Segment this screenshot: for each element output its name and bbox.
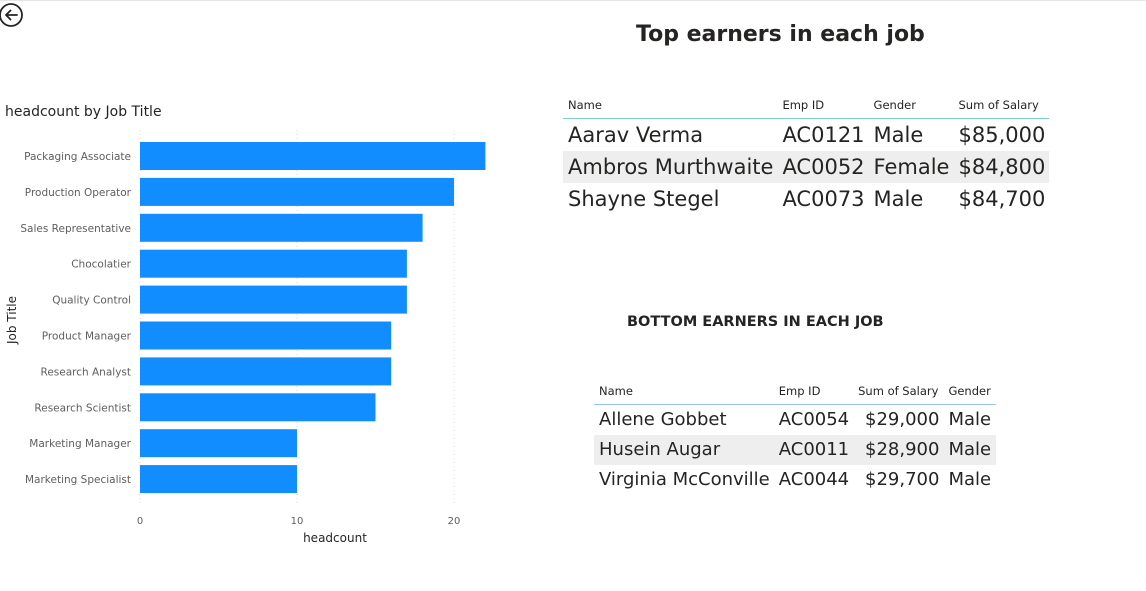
cell-emp-id: AC0054 xyxy=(778,409,850,430)
y-axis-title: Job Title xyxy=(5,296,19,345)
cell-gender: Male xyxy=(948,469,992,490)
cell-name: Shayne Stegel xyxy=(568,187,720,211)
column-header-gender[interactable]: Gender xyxy=(943,384,996,405)
x-tick-label: 0 xyxy=(137,516,143,527)
table-row[interactable]: Shayne Stegel AC0073 Male $84,700 xyxy=(563,183,1049,215)
bar[interactable] xyxy=(140,249,407,278)
bar[interactable] xyxy=(140,321,392,350)
y-tick-label: Sales Representative xyxy=(20,223,131,235)
table-header-row: Name Emp ID Gender Sum of Salary xyxy=(563,98,1050,119)
table-header-row: Name Emp ID Sum of Salary Gender xyxy=(594,384,996,405)
cell-gender: Male xyxy=(873,123,924,147)
y-tick-label: Research Scientist xyxy=(34,402,131,414)
table-row[interactable]: Ambros Murthwaite AC0052 Female $84,800 xyxy=(563,151,1050,183)
column-header-name[interactable]: Name xyxy=(594,384,774,405)
cell-salary: $29,700 xyxy=(865,469,940,490)
cell-gender: Male xyxy=(948,409,992,430)
cell-emp-id: AC0121 xyxy=(782,123,865,147)
table-row[interactable]: Allene Gobbet AC0054 $29,000 Male xyxy=(594,405,996,436)
cell-name: Aarav Verma xyxy=(568,123,704,147)
bar[interactable] xyxy=(140,429,297,458)
cell-emp-id: AC0073 xyxy=(782,187,865,211)
back-button[interactable] xyxy=(0,2,24,28)
bar[interactable] xyxy=(140,213,423,242)
cell-gender: Female xyxy=(868,151,954,183)
bar[interactable] xyxy=(140,393,376,422)
y-tick-label: Production Operator xyxy=(25,187,132,199)
y-tick-label: Marketing Specialist xyxy=(25,474,131,486)
cell-salary: $84,700 xyxy=(958,187,1046,211)
top-border xyxy=(0,0,1146,1)
bottom-earners-table: Name Emp ID Sum of Salary Gender Allene … xyxy=(594,384,996,495)
column-header-name[interactable]: Name xyxy=(563,98,778,119)
column-header-gender[interactable]: Gender xyxy=(868,98,954,119)
bar[interactable] xyxy=(140,285,407,314)
cell-name: Allene Gobbet xyxy=(599,409,727,430)
column-header-emp-id[interactable]: Emp ID xyxy=(773,384,854,405)
column-header-emp-id[interactable]: Emp ID xyxy=(777,98,869,119)
y-tick-label: Quality Control xyxy=(52,295,131,307)
table-row[interactable]: Husein Augar AC0011 $28,900 Male xyxy=(594,435,996,465)
column-header-salary[interactable]: Sum of Salary xyxy=(953,98,1050,119)
x-tick-label: 10 xyxy=(291,516,304,527)
x-tick-label: 20 xyxy=(448,516,461,527)
cell-emp-id: AC0011 xyxy=(773,435,854,465)
x-axis-title: headcount xyxy=(303,531,367,545)
table-row[interactable]: Aarav Verma AC0121 Male $85,000 xyxy=(563,119,1049,152)
cell-gender: Male xyxy=(873,187,924,211)
y-tick-label: Packaging Associate xyxy=(24,151,131,163)
cell-name: Virginia McConville xyxy=(599,469,770,490)
cell-salary: $85,000 xyxy=(958,123,1046,147)
cell-emp-id: AC0044 xyxy=(778,469,850,490)
bar[interactable] xyxy=(140,177,454,206)
y-tick-label: Product Manager xyxy=(42,331,132,343)
y-tick-label: Chocolatier xyxy=(71,259,131,271)
top-earners-table: Name Emp ID Gender Sum of Salary Aarav V… xyxy=(563,98,1050,215)
bar[interactable] xyxy=(140,142,486,170)
cell-name: Husein Augar xyxy=(594,435,774,465)
cell-salary: $29,000 xyxy=(865,409,940,430)
column-header-salary[interactable]: Sum of Salary xyxy=(853,384,944,405)
headcount-bar-chart: headcount by Job Title Packaging Associa… xyxy=(5,104,486,545)
chart-title: headcount by Job Title xyxy=(5,104,162,120)
bar[interactable] xyxy=(140,357,392,386)
bottom-earners-title: BOTTOM EARNERS IN EACH JOB xyxy=(627,314,884,330)
cell-name: Ambros Murthwaite xyxy=(563,151,778,183)
y-tick-label: Research Analyst xyxy=(41,366,132,378)
cell-salary: $28,900 xyxy=(853,435,944,465)
table-row[interactable]: Virginia McConville AC0044 $29,700 Male xyxy=(594,465,996,495)
cell-emp-id: AC0052 xyxy=(777,151,869,183)
cell-salary: $84,800 xyxy=(953,151,1050,183)
cell-gender: Male xyxy=(943,435,996,465)
y-tick-label: Marketing Manager xyxy=(29,438,131,450)
back-arrow-icon xyxy=(0,3,23,27)
top-earners-title: Top earners in each job xyxy=(636,22,925,47)
bar[interactable] xyxy=(140,465,297,494)
